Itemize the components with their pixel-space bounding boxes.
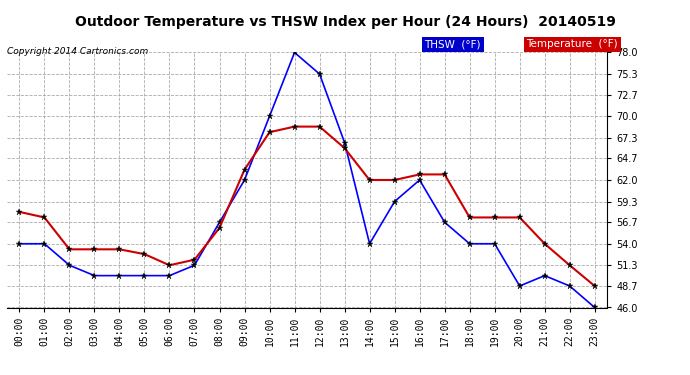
Text: THSW  (°F): THSW (°F) bbox=[424, 39, 481, 50]
Text: Temperature  (°F): Temperature (°F) bbox=[526, 39, 618, 50]
Text: Copyright 2014 Cartronics.com: Copyright 2014 Cartronics.com bbox=[7, 47, 148, 56]
Text: Outdoor Temperature vs THSW Index per Hour (24 Hours)  20140519: Outdoor Temperature vs THSW Index per Ho… bbox=[75, 15, 615, 29]
